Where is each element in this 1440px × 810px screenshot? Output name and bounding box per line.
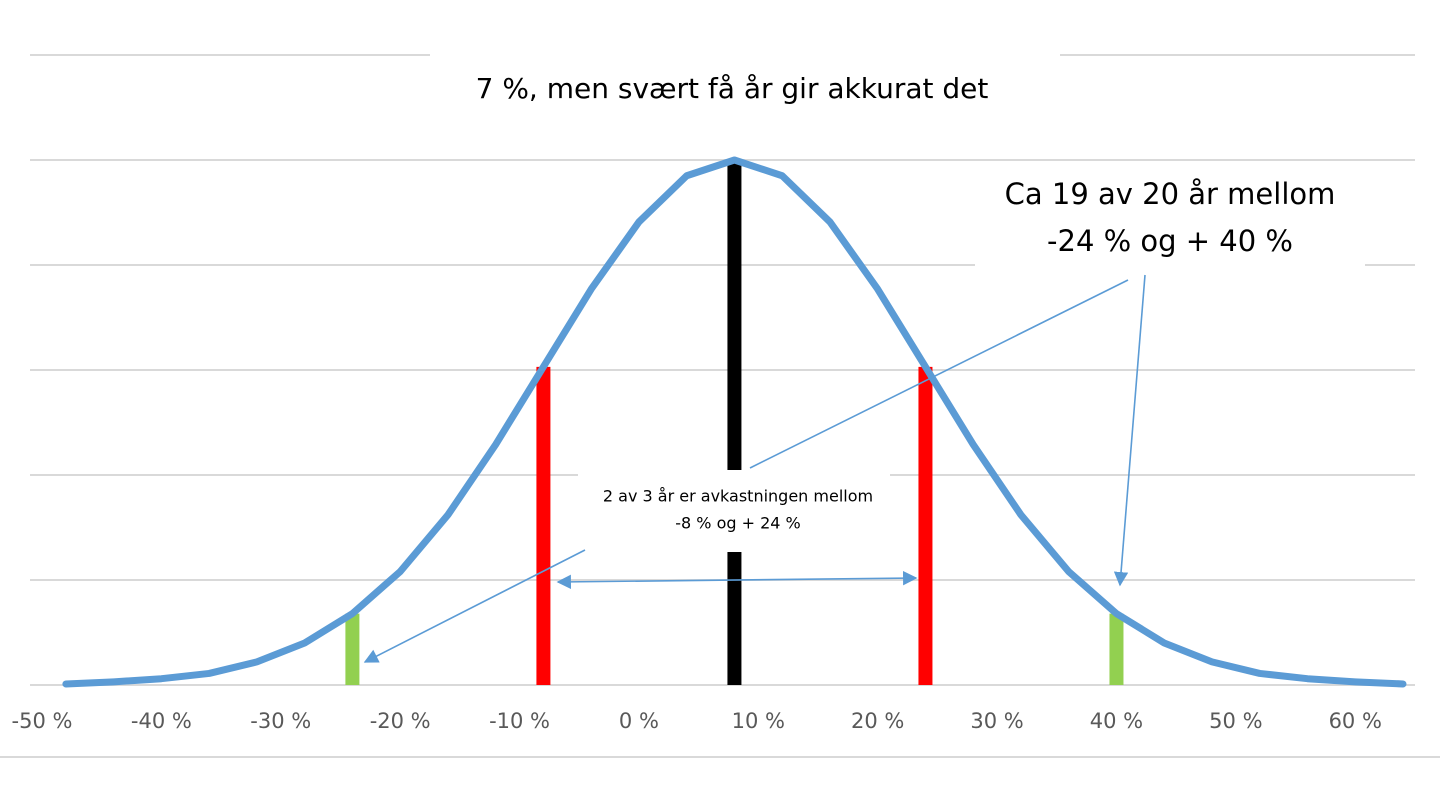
x-tick-label: -10 % [489,709,550,733]
chart-title: 7 %, men svært få år gir akkurat det [476,72,989,105]
range-arrow [556,570,918,590]
title-box [430,50,1060,128]
plot-area: -50 % -40 % -30 % -20 % -10 % 0 % 10 % 20 % 30 %… [12,54,1415,733]
annotation-box [578,470,890,552]
annotation-text: -24 % og + 40 % [1047,224,1293,258]
x-tick-label: 50 % [1209,709,1262,733]
annotation-text: 2 av 3 år er avkastningen mellom [603,487,873,506]
x-tick-label: 60 % [1329,709,1382,733]
x-tick-label: 40 % [1090,709,1143,733]
x-tick-label: 20 % [851,709,904,733]
annotation-text: Ca 19 av 20 år mellom [1005,177,1336,211]
arrow [1113,274,1146,587]
curve [62,156,1407,688]
x-tick-label: -20 % [370,709,431,733]
x-tick-label: 10 % [732,709,785,733]
x-tick-label: -40 % [131,709,192,733]
annotation-text: -8 % og + 24 % [675,514,801,533]
annotation-box [975,162,1365,266]
x-tick-label: -30 % [250,709,311,733]
x-tick-label: 0 % [619,709,659,733]
x-tick-label: 30 % [970,709,1023,733]
arrow [363,549,586,663]
pointer-line [749,279,1129,469]
x-tick-label: -50 % [12,709,73,733]
